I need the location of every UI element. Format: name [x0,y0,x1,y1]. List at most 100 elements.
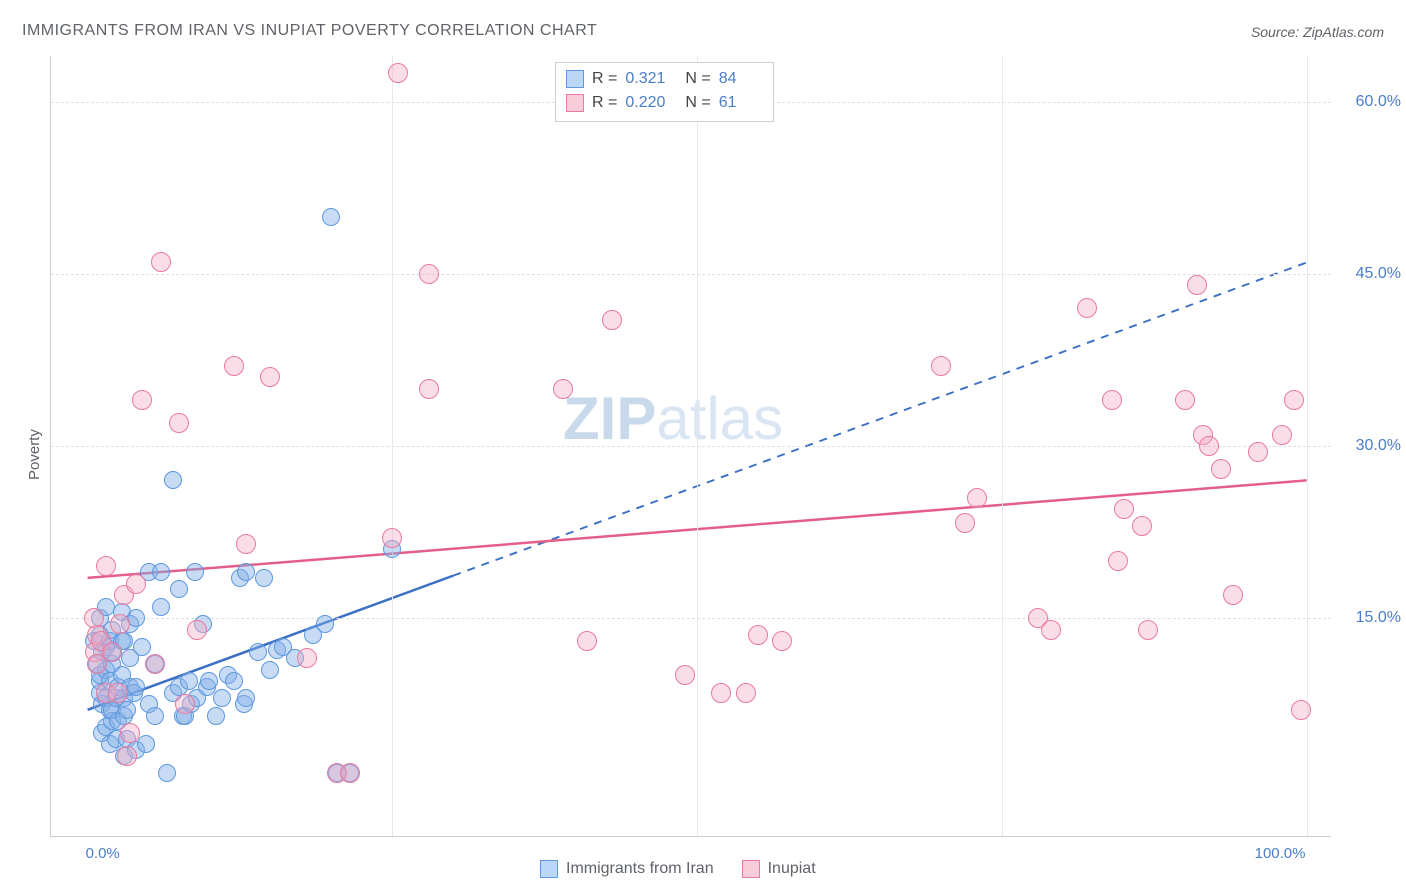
inupiat-marker [96,683,116,703]
iran-marker [101,701,119,719]
iran-marker [261,661,279,679]
iran-marker [127,741,145,759]
iran-trend-solid [88,576,454,710]
n-label: N = [685,94,710,112]
source-credit: Source: ZipAtlas.com [1251,24,1384,40]
iran-marker [93,695,111,713]
iran-marker [118,701,136,719]
inupiat-marker [114,585,134,605]
iran-marker [103,621,121,639]
iran-marker [101,632,119,650]
inupiat-marker [1284,390,1304,410]
inupiat-marker [1041,620,1061,640]
inupiat-marker [132,390,152,410]
iran-marker [103,701,121,719]
inupiat-marker [1108,551,1128,571]
inupiat-marker [967,488,987,508]
inupiat-marker [931,356,951,376]
inupiat-marker [297,648,317,668]
iran-marker [91,672,109,690]
inupiat-marker [102,642,122,662]
inupiat-marker [110,614,130,634]
iran-marker [237,563,255,581]
iran-marker [158,764,176,782]
iran-marker [180,672,198,690]
inupiat-marker [1187,275,1207,295]
inupiat-marker [1211,459,1231,479]
iran-marker [115,707,133,725]
inupiat-marker [1138,620,1158,640]
inupiat-marker [120,723,140,743]
iran-marker [235,695,253,713]
inupiat-marker [87,654,107,674]
inupiat-marker [1102,390,1122,410]
iran-marker [115,632,133,650]
inupiat-marker [1272,425,1292,445]
legend-swatch [742,860,760,878]
inupiat-marker [145,654,165,674]
iran-marker [146,655,164,673]
bottom-legend: Immigrants from Iran Inupiat [540,860,816,878]
y-tick-label: 45.0% [1341,265,1401,283]
iran-marker [146,707,164,725]
iran-marker [113,666,131,684]
iran-marker [137,735,155,753]
correlation-row: R =0.321N =84 [566,67,763,91]
iran-marker [97,718,115,736]
iran-marker [274,638,292,656]
iran-marker [121,678,139,696]
y-tick-label: 15.0% [1341,609,1401,627]
r-label: R = [592,94,617,112]
inupiat-marker [236,534,256,554]
chart-title: IMMIGRANTS FROM IRAN VS INUPIAT POVERTY … [22,22,597,40]
x-tick-label: 0.0% [86,845,120,862]
legend-item: Immigrants from Iran [540,860,714,878]
inupiat-marker [675,665,695,685]
iran-marker [93,643,111,661]
inupiat-marker [126,574,146,594]
y-gridline [51,446,1331,447]
inupiat-marker [772,631,792,651]
iran-marker [125,684,143,702]
iran-marker [328,764,346,782]
n-value: 61 [719,94,763,112]
iran-marker [213,689,231,707]
iran-marker [103,655,121,673]
iran-marker [97,638,115,656]
iran-trend-dashed [453,262,1306,575]
inupiat-marker [151,252,171,272]
inupiat-marker [1248,442,1268,462]
iran-marker [88,655,106,673]
y-tick-label: 30.0% [1341,437,1401,455]
inupiat-marker [1175,390,1195,410]
inupiat-marker [108,683,128,703]
iran-marker [174,707,192,725]
iran-marker [341,764,359,782]
iran-marker [164,471,182,489]
legend-label: Inupiat [768,860,816,878]
legend-swatch [566,94,584,112]
inupiat-marker [955,513,975,533]
iran-marker [225,672,243,690]
iran-marker [207,707,225,725]
inupiat-marker [602,310,622,330]
iran-marker [133,638,151,656]
iran-marker [304,626,322,644]
iran-marker [85,632,103,650]
iran-marker [237,689,255,707]
iran-marker [121,649,139,667]
iran-marker [97,661,115,679]
watermark: ZIPatlas [563,384,783,453]
iran-marker [115,747,133,765]
inupiat-marker [224,356,244,376]
inupiat-marker [1077,298,1097,318]
iran-marker [170,580,188,598]
correlation-legend-box: R =0.321N =84R =0.220N =61 [555,62,774,122]
inupiat-marker [169,413,189,433]
iran-marker [97,689,115,707]
iran-marker [101,735,119,753]
iran-marker [182,695,200,713]
r-value: 0.321 [625,70,669,88]
iran-marker [109,712,127,730]
inupiat-marker [327,763,347,783]
